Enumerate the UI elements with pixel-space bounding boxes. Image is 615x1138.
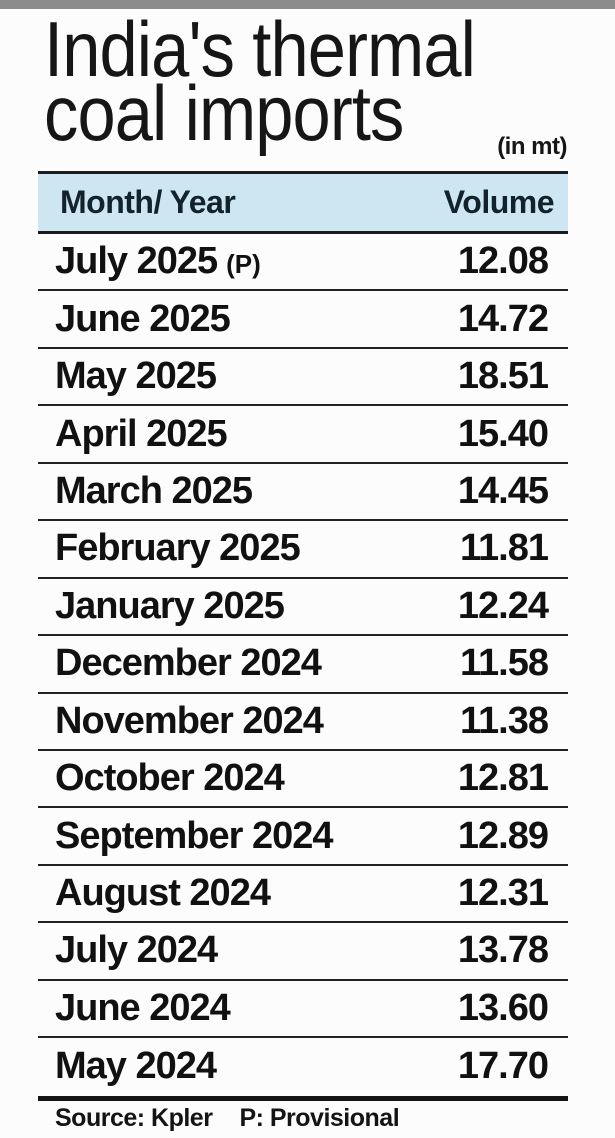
month-label: June 2024: [55, 986, 231, 1029]
volume-cell: 12.24: [457, 584, 549, 627]
month-label: August 2024: [55, 872, 271, 915]
month-cell: July 2025 (P): [55, 240, 261, 283]
table-row: November 2024 11.38: [38, 694, 568, 751]
table-row: February 2025 11.81: [38, 521, 568, 579]
page-title: India's thermal coal imports: [44, 5, 476, 157]
unit-label: (in mt): [497, 133, 567, 160]
provisional-note: (P): [226, 249, 261, 280]
month-label: May 2024: [55, 1045, 217, 1088]
imports-table: Month/ Year Volume July 2025 (P) 12.08 Ju…: [38, 171, 568, 1101]
month-label: December 2024: [55, 642, 322, 685]
table-row: January 2025 12.24: [38, 579, 568, 637]
month-cell: January 2025: [55, 584, 285, 628]
volume-cell: 18.51: [457, 355, 549, 398]
column-header-month: Month/ Year: [60, 184, 236, 220]
month-label: May 2025: [55, 355, 217, 398]
volume-cell: 13.78: [457, 929, 549, 972]
month-label: October 2024: [55, 757, 285, 800]
table-row: December 2024 11.58: [38, 636, 568, 694]
month-cell: February 2025: [55, 527, 301, 570]
month-label: July 2024: [55, 929, 218, 972]
table-row: October 2024 12.81: [38, 751, 568, 809]
month-label: February 2025: [55, 527, 301, 570]
month-cell: April 2025: [55, 412, 228, 456]
month-label: March 2025: [55, 469, 253, 512]
month-cell: December 2024: [55, 642, 322, 685]
top-bar: [0, 0, 615, 9]
source-label: Source: Kpler: [55, 1104, 213, 1132]
month-label: July 2025: [55, 240, 218, 283]
table-row: March 2025 14.45: [38, 464, 568, 522]
table-row: June 2024 13.60: [38, 981, 568, 1039]
table-row: July 2025 (P) 12.08: [38, 234, 568, 292]
table-row: May 2025 18.51: [38, 349, 568, 407]
volume-cell: 14.72: [457, 297, 549, 340]
month-cell: October 2024: [55, 757, 285, 800]
month-cell: March 2025: [55, 469, 253, 513]
month-label: November 2024: [55, 699, 324, 742]
table-row: June 2025 14.72: [38, 291, 568, 349]
table-header-row: Month/ Year Volume: [38, 171, 568, 234]
month-cell: June 2025: [55, 297, 231, 341]
volume-cell: 12.31: [457, 872, 549, 915]
table-footer: Source: Kpler P: Provisional: [55, 1104, 400, 1133]
month-cell: November 2024: [55, 699, 324, 743]
month-cell: May 2024: [55, 1045, 217, 1088]
table-row: April 2025 15.40: [38, 406, 568, 464]
table-row: September 2024 12.89: [38, 808, 568, 866]
volume-cell: 12.81: [457, 757, 549, 800]
volume-cell: 17.70: [457, 1045, 549, 1088]
month-cell: September 2024: [55, 815, 333, 858]
provisional-label: P: Provisional: [239, 1104, 400, 1132]
month-label: April 2025: [55, 412, 228, 455]
volume-cell: 11.58: [460, 642, 549, 685]
volume-cell: 13.60: [457, 986, 549, 1029]
volume-cell: 12.89: [457, 814, 549, 857]
volume-cell: 11.81: [460, 527, 549, 570]
month-label: September 2024: [55, 814, 333, 857]
month-cell: June 2024: [55, 986, 231, 1030]
table-row: August 2024 12.31: [38, 866, 568, 924]
column-header-volume: Volume: [443, 184, 555, 220]
table-row: May 2024 17.70: [38, 1038, 568, 1095]
month-cell: July 2024: [55, 929, 218, 972]
month-label: June 2025: [55, 297, 231, 340]
month-label: January 2025: [55, 584, 285, 627]
volume-cell: 12.08: [457, 240, 549, 283]
table-row: July 2024 13.78: [38, 923, 568, 981]
month-cell: May 2025: [55, 355, 217, 398]
volume-cell: 11.38: [460, 699, 549, 742]
volume-cell: 15.40: [457, 412, 549, 455]
volume-cell: 14.45: [457, 469, 549, 512]
month-cell: August 2024: [55, 872, 271, 915]
